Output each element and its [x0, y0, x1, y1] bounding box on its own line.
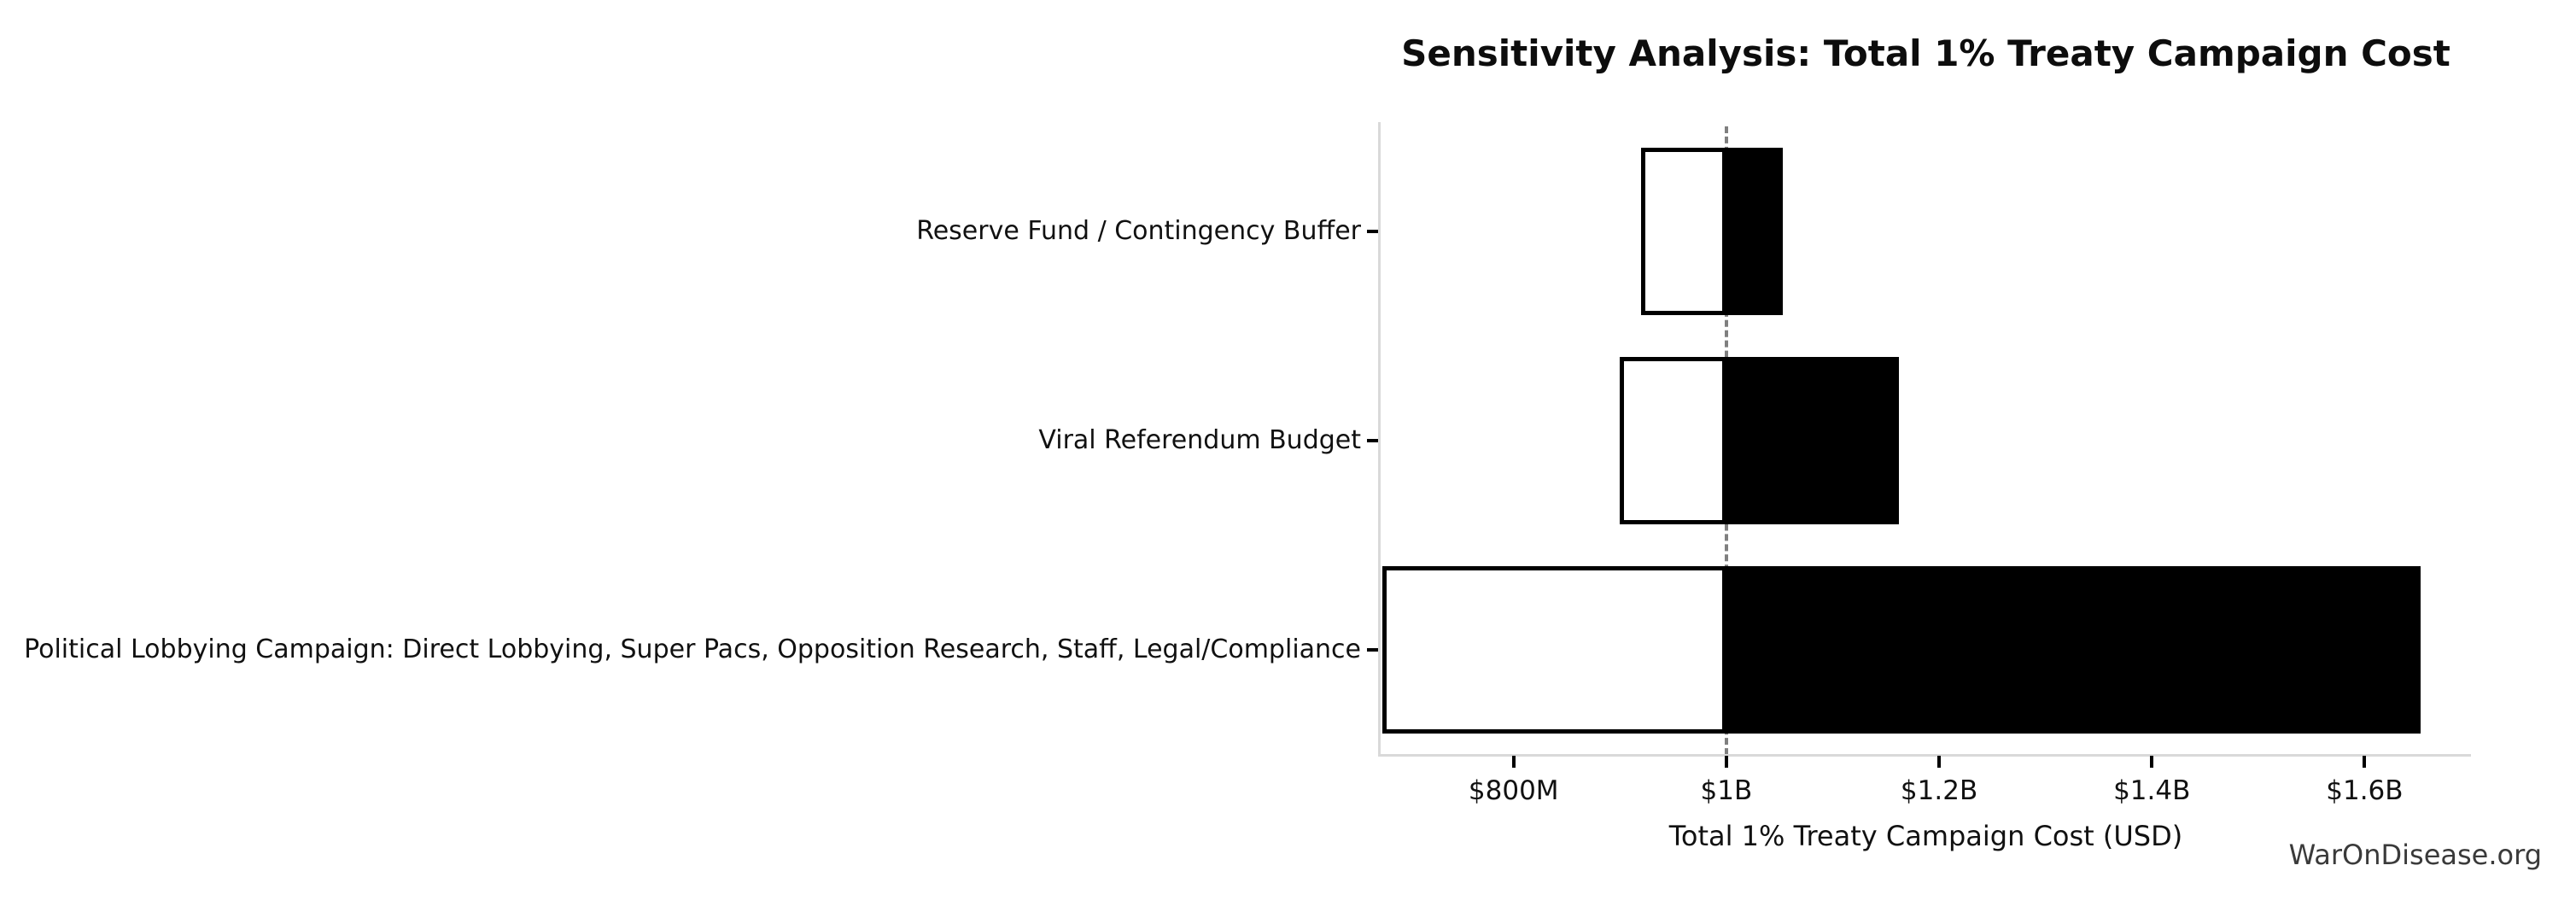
y-tick-label: Viral Referendum Budget: [1038, 424, 1361, 455]
x-tick-label: $1B: [1700, 775, 1753, 806]
x-tick-label: $1.6B: [2326, 775, 2404, 806]
y-tick-label: Reserve Fund / Contingency Buffer: [916, 215, 1361, 246]
watermark: WarOnDisease.org: [2288, 839, 2542, 871]
y-tick: [1367, 229, 1378, 233]
x-tick: [1937, 756, 1942, 768]
high-bar: [1726, 356, 1899, 524]
x-tick: [2363, 756, 2367, 768]
y-tick-label: Political Lobbying Campaign: Direct Lobb…: [24, 634, 1361, 664]
high-bar: [1726, 147, 1783, 315]
y-tick: [1367, 647, 1378, 652]
x-axis-label: Total 1% Treaty Campaign Cost (USD): [1668, 820, 2183, 852]
y-tick: [1367, 438, 1378, 442]
x-tick-label: $800M: [1468, 775, 1559, 806]
x-tick-label: $1.2B: [1900, 775, 1978, 806]
x-tick-label: $1.4B: [2113, 775, 2191, 806]
y-axis-line: [1378, 122, 1381, 754]
plot-area: Reserve Fund / Contingency Buffer Viral R…: [24, 122, 2471, 852]
x-axis-line: [1378, 754, 2471, 757]
chart-title: Sensitivity Analysis: Total 1% Treaty Ca…: [1401, 32, 2450, 74]
low-bar: [1620, 356, 1726, 524]
high-bar: [1726, 565, 2421, 734]
x-tick: [1724, 756, 1728, 768]
low-bar: [1641, 147, 1726, 315]
low-bar: [1382, 565, 1726, 734]
x-tick: [1511, 756, 1516, 768]
x-tick: [2150, 756, 2154, 768]
